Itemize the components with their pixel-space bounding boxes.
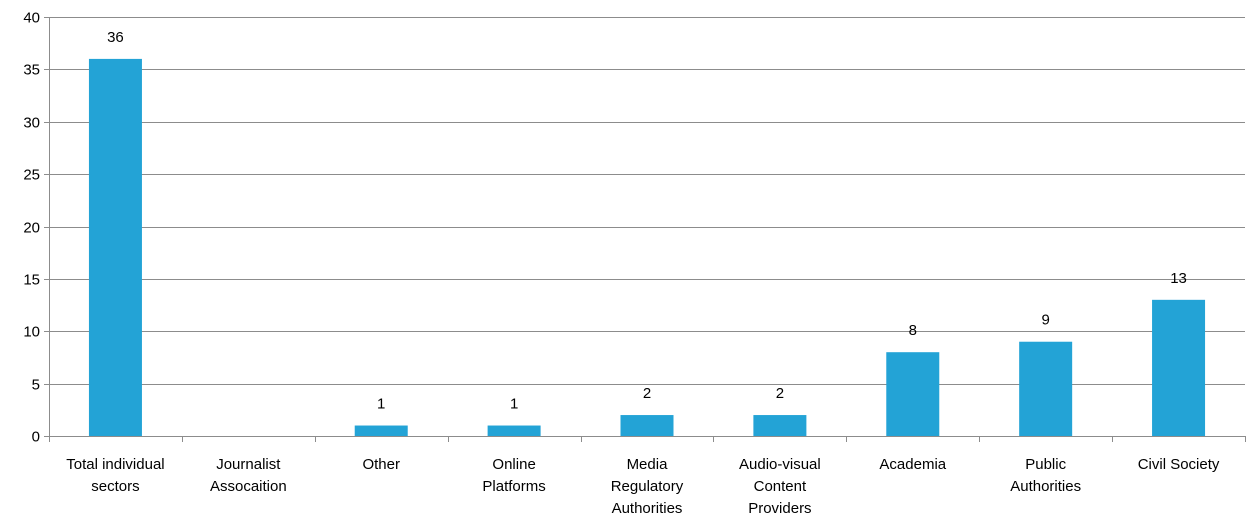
y-tick-label: 10 (23, 324, 40, 341)
bar (886, 352, 940, 436)
x-category-label-line: Civil Society (1138, 456, 1220, 473)
bar (1152, 299, 1206, 436)
y-tick-label: 40 (23, 10, 40, 27)
x-category-label-line: Academia (879, 456, 946, 473)
bar (88, 58, 142, 437)
data-label: 1 (510, 396, 518, 413)
x-category-label: Total individual sectors (66, 456, 164, 495)
x-category-label-line: Audio-visual (739, 456, 821, 473)
y-tick-label: 30 (23, 115, 40, 132)
x-category-label: Online Platforms (482, 456, 545, 495)
x-category-label-line: Journalist (216, 456, 281, 473)
x-category-label: Public Authorities (1010, 456, 1081, 495)
x-category-label-line: Online (492, 456, 535, 473)
bar (753, 415, 807, 436)
x-category-label-line: Authorities (612, 500, 683, 517)
x-category-label-line: Media (627, 456, 669, 473)
x-category-label: Journalist Assocaition (210, 456, 287, 495)
x-category-label-line: sectors (91, 478, 139, 495)
x-category-label: Audio-visual Content Providers (739, 456, 821, 517)
y-tick-label: 25 (23, 167, 40, 184)
x-category-label-line: Providers (748, 500, 811, 517)
data-label: 8 (909, 322, 917, 339)
y-axis-tick-labels: 0 5 10 15 20 25 30 35 40 (23, 10, 40, 446)
x-category-label: Civil Society (1138, 456, 1220, 473)
y-tick-label: 0 (32, 429, 40, 446)
axes (44, 17, 1246, 442)
y-tick-label: 35 (23, 62, 40, 79)
y-tick-label: 5 (32, 377, 40, 394)
data-label: 13 (1170, 270, 1187, 287)
x-category-label: Academia (879, 456, 946, 473)
x-category-label-line: Regulatory (611, 478, 684, 495)
x-category-label-line: Authorities (1010, 478, 1081, 495)
data-label: 2 (776, 385, 784, 402)
bars (88, 58, 1206, 437)
data-label: 36 (107, 29, 124, 46)
x-category-label-line: Platforms (482, 478, 545, 495)
x-category-label: Other (362, 456, 400, 473)
bar (620, 415, 674, 436)
gridlines (49, 17, 1245, 385)
data-label: 1 (377, 396, 385, 413)
data-label: 2 (643, 385, 651, 402)
data-label: 9 (1041, 312, 1049, 329)
x-category-label: Media Regulatory Authorities (611, 456, 684, 517)
x-category-label-line: Assocaition (210, 478, 287, 495)
y-tick-label: 20 (23, 220, 40, 237)
x-category-label-line: Other (362, 456, 400, 473)
bar (1019, 341, 1073, 436)
x-category-label-line: Total individual (66, 456, 164, 473)
y-tick-label: 15 (23, 272, 40, 289)
x-axis-category-labels: Total individual sectors Journalist Assocai… (66, 456, 1220, 517)
x-category-label-line: Content (754, 478, 807, 495)
data-labels: 36 1 1 2 2 8 9 13 (107, 29, 1187, 413)
x-category-label-line: Public (1025, 456, 1066, 473)
bar (354, 425, 408, 436)
bar (487, 425, 541, 436)
